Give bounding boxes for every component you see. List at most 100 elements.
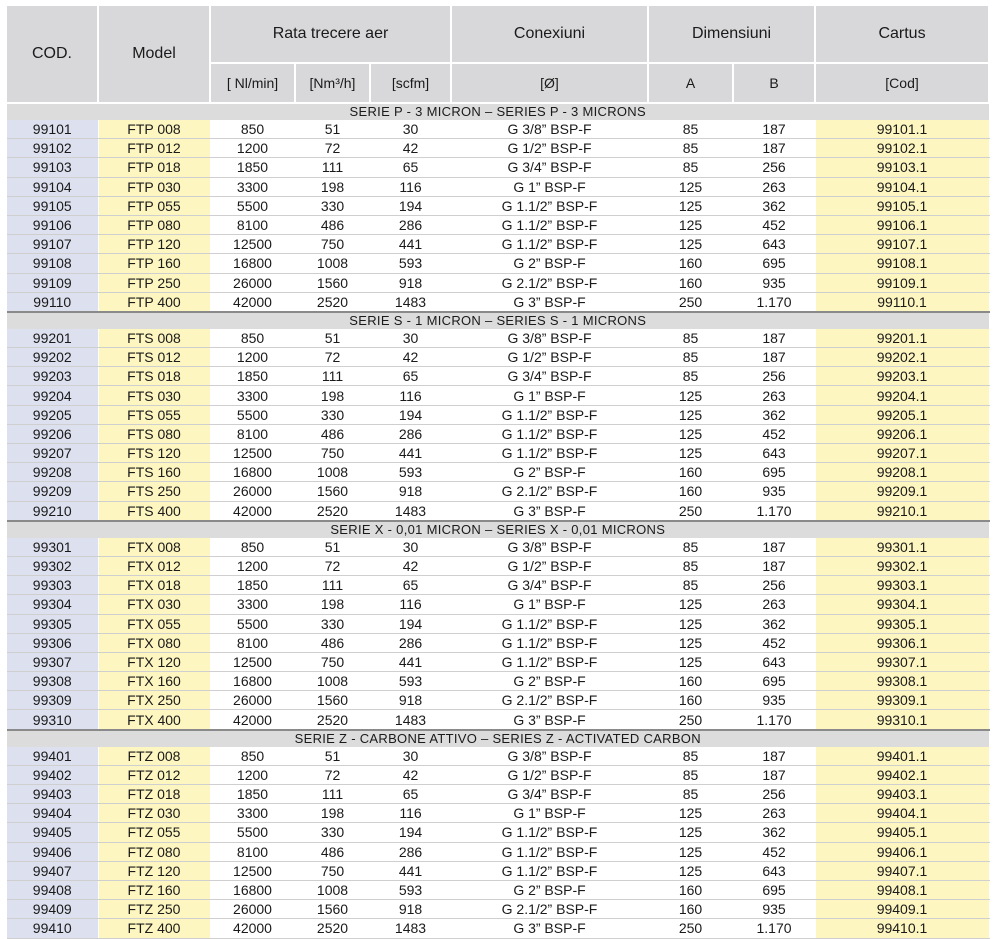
cell-flow-nl-min: 26000 xyxy=(210,481,296,502)
cell-dim-a: 125 xyxy=(648,822,734,843)
cell-dim-b: 695 xyxy=(733,253,816,274)
cell-flow-nl-min: 5500 xyxy=(210,822,296,843)
table-row: 99108 FTP 160 16800 1008 593 G 2” BSP-F 160 695… xyxy=(7,253,990,274)
cell-code: 99407 xyxy=(7,861,99,881)
cell-flow-nl-min: 8100 xyxy=(210,633,296,653)
cell-cartridge-code: 99309.1 xyxy=(815,690,990,711)
table-row: 99110 FTP 400 42000 2520 1483 G 3” BSP-F 250 1.… xyxy=(7,292,990,313)
cell-dim-b: 187 xyxy=(733,120,816,140)
cell-flow-nl-min: 16800 xyxy=(210,462,296,483)
cell-model: FTP 120 xyxy=(98,234,211,255)
cell-model: FTX 012 xyxy=(98,556,211,577)
cell-code: 99301 xyxy=(7,537,99,557)
cell-flow-scfm: 593 xyxy=(370,253,452,274)
cell-cartridge-code: 99108.1 xyxy=(815,253,990,274)
cell-dim-a: 160 xyxy=(648,690,734,711)
header-flow-rate: Rata trecere aer xyxy=(210,6,452,64)
cell-flow-nl-min: 850 xyxy=(210,537,296,557)
cell-dim-b: 263 xyxy=(733,594,816,615)
cell-flow-nm3-h: 198 xyxy=(295,385,371,406)
cell-code: 99401 xyxy=(7,746,99,766)
cell-flow-nm3-h: 51 xyxy=(295,746,371,766)
cell-cartridge-code: 99404.1 xyxy=(815,803,990,824)
cell-flow-scfm: 593 xyxy=(370,462,452,483)
cell-flow-nl-min: 26000 xyxy=(210,690,296,711)
cell-cartridge-code: 99201.1 xyxy=(815,328,990,349)
cell-flow-nl-min: 1850 xyxy=(210,784,296,805)
cell-flow-nm3-h: 750 xyxy=(295,443,371,464)
cell-flow-nm3-h: 51 xyxy=(295,120,371,140)
header-unit-diameter: [Ø] xyxy=(451,63,649,104)
cell-connection: G 3/8” BSP-F xyxy=(451,746,649,766)
cell-dim-b: 263 xyxy=(733,177,816,197)
cell-flow-nm3-h: 51 xyxy=(295,328,371,349)
cell-flow-nm3-h: 198 xyxy=(295,177,371,197)
table-row: 99306 FTX 080 8100 486 286 G 1.1/2” BSP-F 125 4… xyxy=(7,633,990,653)
cell-flow-scfm: 286 xyxy=(370,424,452,445)
table-row: 99401 FTZ 008 850 51 30 G 3/8” BSP-F 85 187 9940… xyxy=(7,746,990,766)
cell-flow-nl-min: 1200 xyxy=(210,347,296,368)
cell-flow-scfm: 918 xyxy=(370,481,452,502)
cell-model: FTP 055 xyxy=(98,196,211,216)
table-row: 99410 FTZ 400 42000 2520 1483 G 3” BSP-F 250 1.… xyxy=(7,918,990,939)
cell-model: FTS 018 xyxy=(98,366,211,387)
cell-flow-scfm: 65 xyxy=(370,784,452,805)
cell-flow-scfm: 441 xyxy=(370,443,452,464)
header-cartridge: Cartus xyxy=(815,6,991,64)
cell-model: FTX 120 xyxy=(98,652,211,673)
cell-dim-a: 85 xyxy=(648,328,734,349)
cell-dim-a: 85 xyxy=(648,120,734,140)
cell-flow-nl-min: 16800 xyxy=(210,253,296,274)
cell-flow-nl-min: 1200 xyxy=(210,138,296,159)
cell-dim-a: 125 xyxy=(648,177,734,197)
header-dim-a: A xyxy=(648,63,734,104)
cell-flow-scfm: 1483 xyxy=(370,292,452,313)
cell-cartridge-code: 99307.1 xyxy=(815,652,990,673)
table-row: 99409 FTZ 250 26000 1560 918 G 2.1/2” BSP-F 16… xyxy=(7,899,990,920)
cell-cartridge-code: 99405.1 xyxy=(815,822,990,843)
cell-flow-nl-min: 3300 xyxy=(210,594,296,615)
cell-flow-scfm: 286 xyxy=(370,633,452,653)
table-row: 99305 FTX 055 5500 330 194 G 1.1/2” BSP-F 125 3… xyxy=(7,614,990,634)
table-row: 99304 FTX 030 3300 198 116 G 1” BSP-F 125 263 99… xyxy=(7,594,990,615)
cell-dim-a: 125 xyxy=(648,385,734,406)
cell-flow-scfm: 286 xyxy=(370,842,452,862)
cell-dim-a: 125 xyxy=(648,652,734,673)
series-title: SERIE P - 3 MICRON – SERIES P - 3 MICRON… xyxy=(7,102,990,120)
cell-connection: G 2” BSP-F xyxy=(451,671,649,692)
cell-model: FTX 250 xyxy=(98,690,211,711)
cell-dim-a: 85 xyxy=(648,765,734,786)
cell-flow-nm3-h: 1008 xyxy=(295,880,371,901)
cell-flow-scfm: 441 xyxy=(370,652,452,673)
cell-cartridge-code: 99203.1 xyxy=(815,366,990,387)
cell-connection: G 1.1/2” BSP-F xyxy=(451,405,649,425)
cell-flow-scfm: 30 xyxy=(370,120,452,140)
series-header-row: SERIE S - 1 MICRON – SERIES S - 1 MICRON… xyxy=(7,310,990,329)
cell-dim-b: 643 xyxy=(733,652,816,673)
cell-code: 99204 xyxy=(7,385,99,406)
cell-flow-nl-min: 42000 xyxy=(210,709,296,731)
header-unit-scfm: [scfm] xyxy=(370,63,452,104)
cell-cartridge-code: 99409.1 xyxy=(815,899,990,920)
table-row: 99101 FTP 008 850 51 30 G 3/8” BSP-F 85 187 9910… xyxy=(7,120,990,140)
table-row: 99102 FTP 012 1200 72 42 G 1/2” BSP-F 85 187 991… xyxy=(7,138,990,159)
table-row: 99206 FTS 080 8100 486 286 G 1.1/2” BSP-F 125 4… xyxy=(7,424,990,445)
table-row: 99205 FTS 055 5500 330 194 G 1.1/2” BSP-F 125 3… xyxy=(7,405,990,425)
cell-cartridge-code: 99301.1 xyxy=(815,537,990,557)
cell-code: 99302 xyxy=(7,556,99,577)
cell-flow-scfm: 30 xyxy=(370,746,452,766)
cell-flow-scfm: 42 xyxy=(370,138,452,159)
cell-dim-a: 160 xyxy=(648,273,734,293)
cell-model: FTS 012 xyxy=(98,347,211,368)
cell-dim-b: 187 xyxy=(733,765,816,786)
cell-model: FTZ 400 xyxy=(98,918,211,939)
cell-dim-a: 250 xyxy=(648,709,734,731)
cell-connection: G 2” BSP-F xyxy=(451,253,649,274)
cell-flow-nl-min: 42000 xyxy=(210,918,296,939)
cell-flow-scfm: 1483 xyxy=(370,918,452,939)
cell-code: 99108 xyxy=(7,253,99,274)
cell-cartridge-code: 99207.1 xyxy=(815,443,990,464)
table-row: 99407 FTZ 120 12500 750 441 G 1.1/2” BSP-F 125… xyxy=(7,861,990,881)
cell-cartridge-code: 99101.1 xyxy=(815,120,990,140)
table-row: 99104 FTP 030 3300 198 116 G 1” BSP-F 125 263 99… xyxy=(7,177,990,197)
